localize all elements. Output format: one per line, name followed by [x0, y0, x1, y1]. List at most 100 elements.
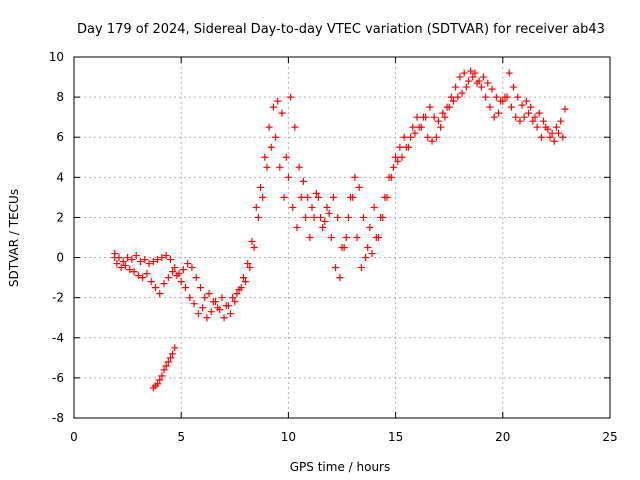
data-point — [179, 266, 187, 274]
axis-ticks: 0 5 10 15 20 25 -8 -6 -4 -2 0 2 4 6 8 10 — [49, 50, 618, 444]
data-point — [278, 109, 286, 117]
data-point — [357, 264, 365, 272]
data-point — [314, 193, 322, 201]
data-point — [299, 177, 307, 185]
data-point — [274, 97, 282, 105]
data-point — [134, 272, 142, 280]
data-point — [520, 113, 528, 121]
data-point — [302, 213, 310, 221]
data-point — [488, 85, 496, 93]
data-point — [467, 67, 475, 75]
data-point — [186, 294, 194, 302]
y-tick-label: -8 — [52, 411, 64, 425]
data-point — [297, 193, 305, 201]
x-tick-label: 10 — [281, 430, 296, 444]
data-point — [147, 278, 155, 286]
data-point — [480, 73, 488, 81]
x-axis-label: GPS time / hours — [290, 460, 391, 474]
data-point — [246, 264, 254, 272]
data-point — [344, 213, 352, 221]
data-point — [522, 97, 530, 105]
data-point — [111, 250, 119, 258]
data-point — [289, 203, 297, 211]
data-point — [231, 298, 239, 306]
data-point — [559, 133, 567, 141]
data-point — [398, 153, 406, 161]
data-point — [439, 109, 447, 117]
data-point — [392, 153, 400, 161]
data-point — [158, 372, 166, 380]
data-point — [196, 284, 204, 292]
data-point — [250, 244, 258, 252]
data-point — [426, 103, 434, 111]
data-point — [269, 103, 277, 111]
y-tick-label: -6 — [52, 371, 64, 385]
data-point — [546, 133, 554, 141]
data-point — [332, 264, 340, 272]
data-point — [510, 83, 518, 91]
x-tick-label: 25 — [602, 430, 617, 444]
x-tick-label: 5 — [177, 430, 185, 444]
data-point — [242, 278, 250, 286]
x-tick-label: 0 — [70, 430, 78, 444]
data-point — [306, 234, 314, 241]
data-point — [321, 217, 329, 225]
data-point — [456, 73, 464, 81]
data-point — [317, 213, 325, 221]
data-point — [495, 109, 503, 117]
data-point — [366, 223, 374, 231]
data-point — [248, 238, 256, 246]
data-point — [227, 310, 235, 318]
data-point — [124, 254, 132, 262]
data-point — [291, 123, 299, 131]
data-point — [308, 203, 316, 211]
data-point — [385, 173, 393, 181]
data-point — [434, 117, 442, 125]
data-point — [282, 153, 290, 161]
data-marks — [111, 67, 569, 392]
data-point — [130, 268, 138, 276]
data-point — [518, 101, 526, 109]
data-point — [525, 109, 533, 117]
data-point — [194, 310, 202, 318]
data-point — [139, 274, 147, 282]
data-point — [293, 223, 301, 231]
data-point — [544, 125, 552, 133]
data-point — [394, 157, 402, 165]
series-segment-3 — [149, 344, 179, 392]
data-point — [169, 268, 177, 276]
chart-title: Day 179 of 2024, Sidereal Day-to-day VTE… — [77, 22, 605, 37]
data-point — [334, 213, 342, 221]
data-point — [447, 93, 455, 101]
data-point — [265, 123, 273, 131]
data-point — [218, 294, 226, 302]
data-point — [464, 77, 472, 85]
data-point — [445, 103, 453, 111]
data-point — [469, 73, 477, 81]
data-point — [141, 256, 149, 264]
data-point — [370, 203, 378, 211]
data-point — [368, 250, 376, 258]
data-point — [143, 270, 151, 278]
data-point — [561, 105, 569, 113]
data-point — [413, 113, 421, 121]
data-point — [284, 173, 292, 181]
data-point — [126, 266, 134, 274]
data-point — [336, 274, 344, 282]
data-point — [537, 133, 545, 141]
data-point — [117, 264, 125, 272]
data-point — [149, 258, 157, 266]
data-point — [119, 258, 127, 266]
data-point — [175, 270, 183, 278]
y-tick-label: -2 — [52, 291, 64, 305]
data-point — [355, 183, 363, 191]
data-point — [514, 93, 522, 101]
data-point — [557, 117, 565, 125]
data-point — [220, 314, 228, 322]
data-point — [205, 290, 213, 298]
data-point — [486, 103, 494, 111]
data-point — [471, 69, 479, 77]
data-point — [462, 83, 470, 91]
data-point — [362, 254, 370, 262]
data-point — [145, 260, 153, 268]
